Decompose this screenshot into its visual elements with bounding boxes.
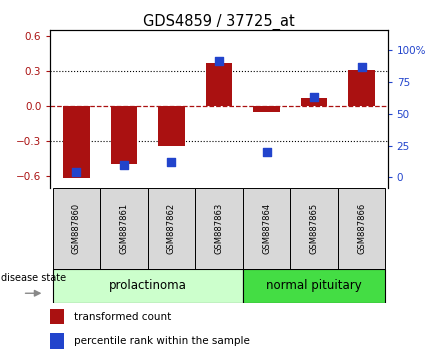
Bar xyxy=(206,63,232,106)
Bar xyxy=(243,188,290,269)
Point xyxy=(358,64,365,70)
Bar xyxy=(243,269,385,303)
Text: GSM887860: GSM887860 xyxy=(72,203,81,254)
Bar xyxy=(100,188,148,269)
Bar xyxy=(50,333,64,349)
Text: GSM887866: GSM887866 xyxy=(357,203,366,254)
Text: normal pituitary: normal pituitary xyxy=(266,279,362,292)
Bar xyxy=(349,70,374,106)
Title: GDS4859 / 37725_at: GDS4859 / 37725_at xyxy=(143,14,295,30)
Point xyxy=(263,149,270,155)
Point xyxy=(73,170,80,175)
Text: prolactinoma: prolactinoma xyxy=(109,279,187,292)
Text: disease state: disease state xyxy=(1,273,66,284)
Bar xyxy=(53,188,100,269)
Bar xyxy=(111,106,137,164)
Bar xyxy=(195,188,243,269)
Bar xyxy=(148,188,195,269)
Bar xyxy=(254,106,279,112)
Bar xyxy=(53,269,243,303)
Text: percentile rank within the sample: percentile rank within the sample xyxy=(74,336,250,346)
Text: GSM887864: GSM887864 xyxy=(262,203,271,254)
Point xyxy=(215,58,223,63)
Bar xyxy=(338,188,385,269)
Bar xyxy=(301,98,327,106)
Text: GSM887863: GSM887863 xyxy=(215,203,223,254)
Text: GSM887865: GSM887865 xyxy=(310,203,318,254)
Text: GSM887862: GSM887862 xyxy=(167,203,176,254)
Text: transformed count: transformed count xyxy=(74,312,171,321)
Point xyxy=(311,95,318,100)
Point xyxy=(168,159,175,165)
Point xyxy=(120,162,127,167)
Text: GSM887861: GSM887861 xyxy=(120,203,128,254)
Bar xyxy=(290,188,338,269)
Bar xyxy=(159,106,184,145)
Bar xyxy=(50,309,64,324)
Bar xyxy=(64,106,89,178)
